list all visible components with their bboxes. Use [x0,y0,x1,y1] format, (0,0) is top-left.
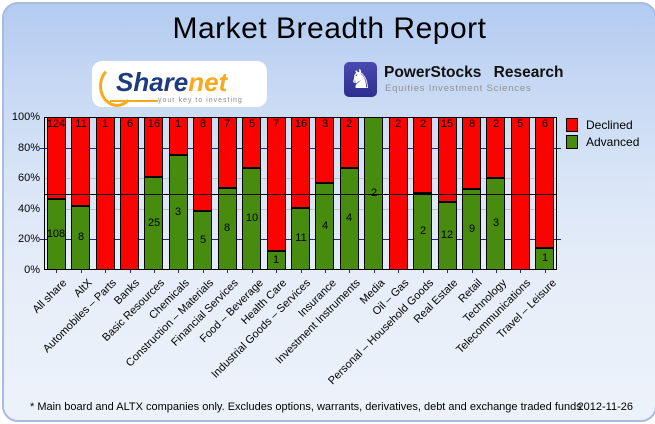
powerstocks-title: PowerStocks Research [384,64,564,81]
x-axis-tick [130,270,131,273]
sharenet-tagline: your key to investing [158,97,243,104]
bar-declined-segment [71,117,90,206]
x-axis-label: All share [30,277,70,316]
bar-value-declined: 1 [174,118,182,130]
legend-item-advanced: Advanced [566,133,639,150]
y-axis-label: 60% [17,172,40,184]
bar-value-advanced: 8 [223,222,231,234]
x-axis-tick [203,270,204,273]
bar-value-advanced: 2 [370,187,378,199]
bar-value-advanced: 4 [345,212,353,224]
legend-label-declined: Declined [586,117,633,132]
reference-line-50pct [44,194,557,195]
bar-value-declined: 15 [440,118,454,130]
footnote: * Main board and ALTX companies only. Ex… [30,401,582,413]
bar-value-declined: 2 [492,118,500,130]
bar-value-declined: 7 [223,118,231,130]
x-axis-tick [496,270,497,273]
legend-item-declined: Declined [566,116,639,133]
bar-value-advanced: 10 [245,212,259,224]
x-axis-tick [374,270,375,273]
x-axis-tick [520,270,521,273]
x-axis-tick [252,270,253,273]
chart-legend: Declined Advanced [566,116,639,150]
bar-value-declined: 3 [321,118,329,130]
bar-value-declined: 1 [101,118,109,130]
x-axis-tick [447,270,448,273]
x-axis-tick [154,270,155,273]
bar-value-declined: 16 [147,118,161,130]
report-date: 2012-11-26 [577,401,633,413]
sharenet-underline [110,100,158,102]
bar-value-advanced: 8 [77,231,85,243]
bar-value-advanced: 1 [272,254,280,266]
bar-value-declined: 5 [516,118,524,130]
bar-value-declined: 16 [294,118,308,130]
sharenet-wordmark-net: net [188,67,228,97]
x-axis-tick [301,270,302,273]
bar-value-advanced: 108 [46,228,66,240]
x-axis-tick [325,270,326,273]
bar-value-declined: 2 [345,118,353,130]
y-axis-label: 0% [24,264,40,276]
y-axis-label: 20% [17,233,40,245]
bar-value-advanced: 9 [468,223,476,235]
x-axis-tick [56,270,57,273]
bar-value-declined: 2 [419,118,427,130]
sharenet-logo: Sharenet your key to investing [92,61,267,107]
x-axis-tick [423,270,424,273]
x-axis-tick [472,270,473,273]
bar-declined-segment [193,117,212,211]
powerstocks-subtitle: Equities Investment Sciences [385,83,532,94]
bar-value-declined: 8 [468,118,476,130]
bar-value-declined: 6 [126,118,134,130]
bar-value-declined: 11 [75,118,87,130]
legend-label-advanced: Advanced [586,134,640,149]
declined-swatch-icon [566,117,578,132]
bar-value-advanced: 3 [492,217,500,229]
y-axis-label: 40% [17,203,40,215]
bar-value-declined: 124 [46,118,66,130]
y-axis-label: 80% [17,142,40,154]
y-axis-label: 100% [11,111,40,123]
sharenet-wordmark-share: Share [116,67,189,97]
x-axis-tick [105,270,106,273]
sharenet-wordmark: Sharenet [116,67,227,98]
sharenet-arc-icon [99,65,135,107]
bar-value-advanced: 2 [419,225,427,237]
bar-declined-segment [535,117,554,248]
x-axis-tick [276,270,277,273]
bar-value-advanced: 4 [321,220,329,232]
x-axis-tick [349,270,350,273]
bar-value-advanced: 25 [147,217,161,229]
x-axis-tick [178,270,179,273]
chess-knight-icon: ♞ [344,62,377,97]
page-title: Market Breadth Report [172,12,487,45]
bar-value-declined: 6 [541,118,549,130]
bar-value-declined: 8 [199,118,207,130]
x-axis-tick [398,270,399,273]
bar-value-declined: 5 [248,118,256,130]
bar-value-advanced: 3 [174,206,182,218]
x-axis-tick [81,270,82,273]
bar-value-advanced: 1 [541,252,549,264]
bar-declined-segment [267,117,286,251]
bar-value-advanced: 11 [295,232,307,244]
bar-value-advanced: 12 [440,229,454,241]
bar-value-declined: 7 [272,118,280,130]
bar-value-advanced: 5 [199,234,207,246]
advanced-swatch-icon [566,134,578,149]
x-axis-tick [545,270,546,273]
bar-value-declined: 2 [394,118,402,130]
x-axis-tick [227,270,228,273]
